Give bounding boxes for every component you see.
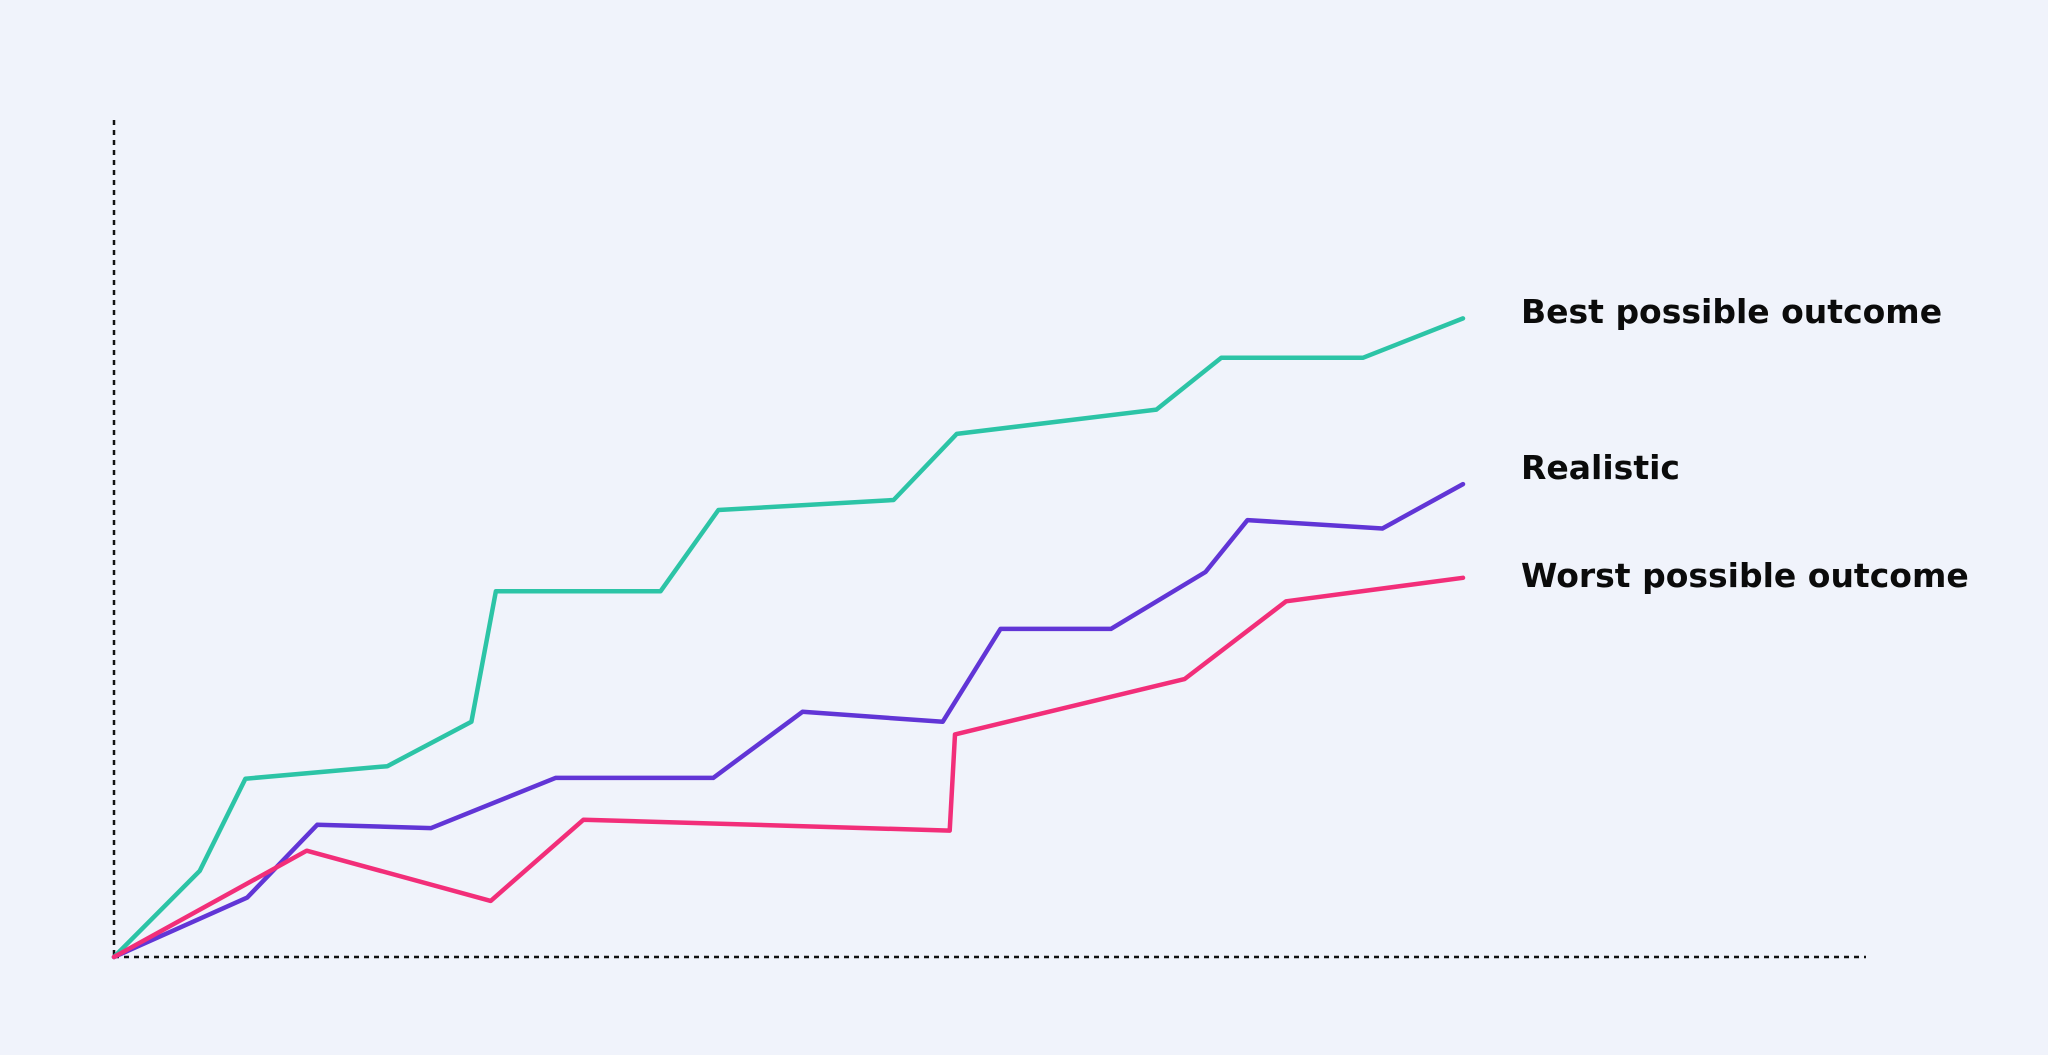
series-line-realistic [111, 481, 1466, 960]
series-line-worst-possible-outcome [111, 575, 1466, 960]
legend: Best possible outcome Realistic Worst po… [1521, 292, 1969, 595]
legend-best-possible-outcome: Best possible outcome [1521, 292, 1942, 331]
legend-worst-possible-outcome: Worst possible outcome [1521, 556, 1969, 595]
series-line-best-possible-outcome [111, 316, 1466, 960]
legend-realistic: Realistic [1521, 448, 1680, 487]
series-group [111, 316, 1466, 960]
